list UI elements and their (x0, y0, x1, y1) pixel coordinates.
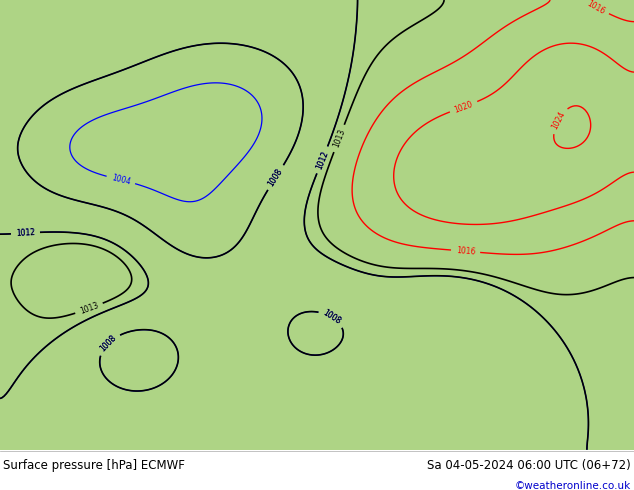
Text: 1016: 1016 (585, 0, 607, 16)
Text: 1008: 1008 (267, 167, 285, 188)
Text: Surface pressure [hPa] ECMWF: Surface pressure [hPa] ECMWF (3, 459, 185, 471)
Text: 1013: 1013 (79, 301, 100, 316)
Text: ©weatheronline.co.uk: ©weatheronline.co.uk (515, 481, 631, 490)
Text: 1008: 1008 (98, 333, 118, 353)
Text: 1024: 1024 (550, 110, 567, 131)
Text: 1020: 1020 (453, 99, 474, 114)
Text: 1008: 1008 (321, 309, 342, 326)
Text: 1008: 1008 (321, 309, 342, 326)
FancyBboxPatch shape (0, 0, 634, 450)
Text: 1013: 1013 (332, 128, 347, 149)
Text: 1012: 1012 (16, 228, 36, 238)
Text: 1012: 1012 (314, 149, 330, 171)
Text: Sa 04-05-2024 06:00 UTC (06+72): Sa 04-05-2024 06:00 UTC (06+72) (427, 459, 631, 471)
Text: 1012: 1012 (16, 228, 36, 238)
Text: 1008: 1008 (267, 167, 285, 188)
Text: 1012: 1012 (314, 149, 330, 171)
Text: 1016: 1016 (456, 246, 476, 257)
Text: 1008: 1008 (98, 333, 118, 353)
Text: 1004: 1004 (110, 173, 131, 187)
